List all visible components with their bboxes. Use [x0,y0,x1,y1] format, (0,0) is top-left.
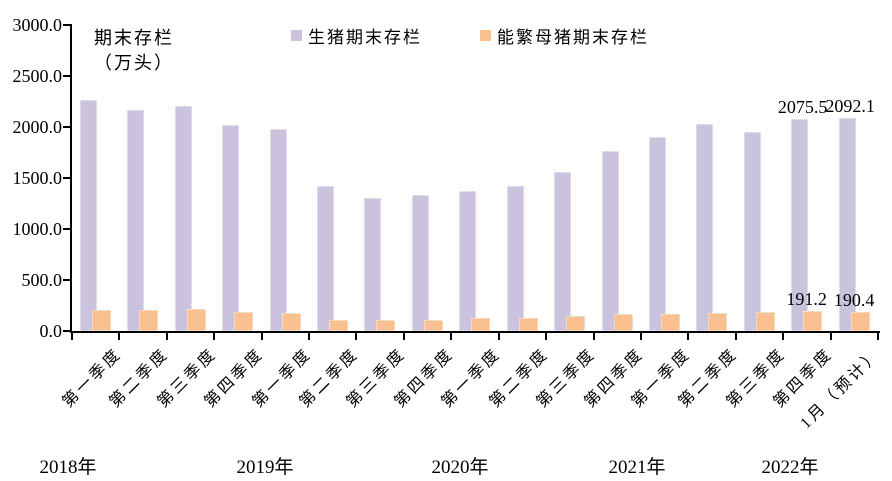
x-axis-tick [450,333,453,340]
data-label: 191.2 [786,289,827,310]
bar-sow-inventory [281,312,301,331]
legend-label-pig: 生猪期末存栏 [308,28,422,47]
bar-pig-inventory [506,185,524,331]
x-axis-tick [639,333,642,340]
legend-item-sow: 能繁母猪期末存栏 [480,23,649,48]
data-label: 190.4 [833,289,875,310]
bar-sow-inventory [850,311,870,331]
bar-sow-inventory [566,316,586,331]
y-axis-line [70,24,72,333]
bar-sow-inventory [613,313,633,331]
y-axis-tick [63,24,71,26]
data-label: 2092.1 [825,95,875,116]
bar-sow-inventory [139,310,159,331]
x-axis-tick [355,333,358,340]
y-axis-tick [63,330,71,332]
y-axis-tick-label: 0.0 [39,321,63,341]
x-axis-year-label: 2018年 [39,457,97,478]
legend: 生猪期末存栏 能繁母猪期末存栏 [291,23,649,48]
y-axis-tick [63,228,71,230]
y-axis-tick [63,75,71,77]
y-axis-tick-label: 3000.0 [12,15,63,35]
bar-sow-inventory [92,310,111,331]
bar-sow-inventory [186,309,206,331]
bar-pig-inventory [648,137,666,331]
x-axis-tick [71,333,73,340]
bar-sow-inventory [329,320,349,331]
x-axis-tick [165,333,168,340]
y-axis-tick-label: 2500.0 [12,66,63,86]
x-axis-tick [734,333,737,340]
x-axis-tick [497,333,500,340]
bar-pig-inventory [127,110,145,331]
bar-sow-inventory [423,319,443,331]
y-axis-tick-label: 1000.0 [12,219,63,239]
x-axis-year-label: 2019年 [236,457,294,478]
x-axis-year-label: 2021年 [608,457,666,478]
x-axis-year-label: 2020年 [431,457,489,478]
bar-pig-inventory [317,186,335,331]
x-axis-tick [118,333,121,340]
x-axis-tick [260,333,263,340]
bar-pig-inventory [743,132,761,331]
x-axis-tick [545,333,548,340]
bar-sow-inventory [234,311,254,331]
bar-sow-inventory [755,312,775,331]
x-axis-tick [308,333,311,340]
x-axis-tick [402,333,405,340]
bar-pig-inventory [411,195,429,331]
bar-pig-inventory [269,129,287,331]
chart-title-line2: （万头） [94,53,174,73]
x-axis-tick [687,333,690,340]
legend-item-pig: 生猪期末存栏 [291,23,422,48]
bar-sow-inventory [471,318,491,331]
data-label: 2075.5 [777,97,828,118]
bar-sow-inventory [376,319,396,331]
bar-sow-inventory [803,311,823,331]
bar-pig-inventory [554,172,572,331]
y-axis-tick-label: 2000.0 [12,117,63,137]
legend-label-sow: 能繁母猪期末存栏 [497,28,649,47]
chart-title-line1: 期末存栏 [94,28,174,48]
chart-title: 期末存栏 （万头） [94,26,174,76]
x-axis-tick [782,333,785,340]
bar-pig-inventory [364,197,382,331]
bar-pig-inventory [696,123,714,331]
pig-series-swatch-icon [291,30,302,41]
y-axis-tick-label: 1500.0 [12,168,63,188]
bar-sow-inventory [660,313,680,331]
x-axis-tick [213,333,216,340]
bar-pig-inventory [791,119,809,331]
x-axis-year-label: 2022年 [761,457,819,478]
y-axis-tick [63,126,71,128]
x-axis-tick [829,333,832,340]
bar-pig-inventory [459,191,477,331]
sow-series-swatch-icon [480,30,491,41]
bar-sow-inventory [708,312,728,331]
y-axis-tick [63,279,71,281]
bar-sow-inventory [518,318,538,331]
bar-pig-inventory [222,124,240,331]
bar-pig-inventory [80,100,97,331]
y-axis-tick [63,177,71,179]
x-axis-tick [877,333,879,340]
bar-pig-inventory [838,117,856,331]
bar-pig-inventory [174,105,192,331]
x-axis-tick [592,333,595,340]
bar-pig-inventory [601,151,619,331]
x-axis-line [70,331,880,333]
y-axis-tick-label: 500.0 [21,270,63,290]
